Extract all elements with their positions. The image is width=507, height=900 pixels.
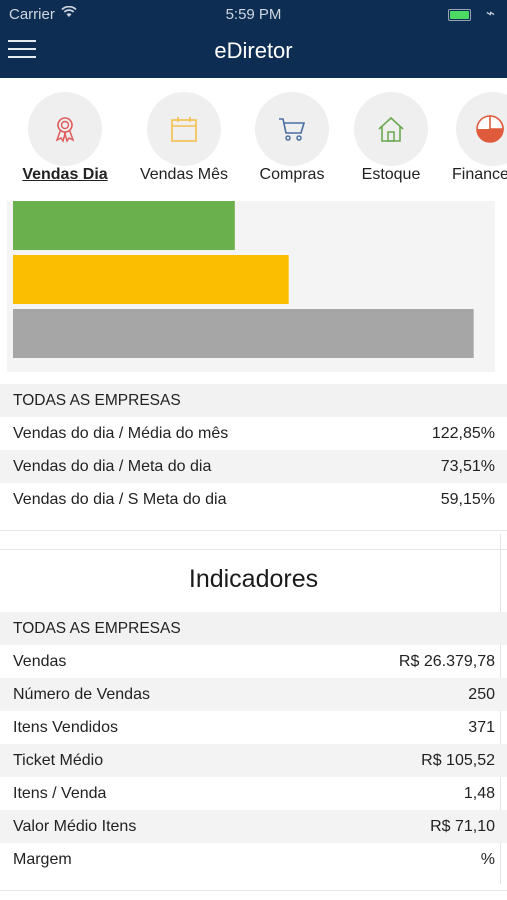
award-ribbon-icon xyxy=(55,117,75,143)
status-time: 5:59 PM xyxy=(225,6,282,23)
row-value: 1,48 xyxy=(463,785,495,802)
row-value: % xyxy=(480,851,495,868)
row-value: 122,85% xyxy=(431,425,495,442)
app-title: eDiretor xyxy=(214,38,293,63)
indicator-row: Número de Vendas 250 xyxy=(0,678,507,711)
chart-bar xyxy=(13,309,474,358)
category-icon-circle xyxy=(255,92,329,166)
row-label: Vendas do dia / S Meta do dia xyxy=(13,491,227,508)
carrier-label: Carrier xyxy=(9,6,55,23)
category-financeiro[interactable]: Finance xyxy=(438,92,507,184)
section-divider xyxy=(0,890,507,891)
summary-row: Vendas do dia / S Meta do dia 59,15% xyxy=(0,483,507,516)
hamburger-menu-icon[interactable] xyxy=(8,40,36,60)
row-label: Vendas do dia / Meta do dia xyxy=(13,458,212,475)
indicator-row: Vendas R$ 26.379,78 xyxy=(0,645,507,678)
indicator-row: Margem % xyxy=(0,843,507,876)
shopping-cart-icon xyxy=(279,118,306,141)
category-vendas-dia[interactable]: Vendas Dia xyxy=(10,92,120,184)
section-divider xyxy=(0,530,507,531)
charging-icon: ⌁ xyxy=(485,5,495,22)
indicator-row: Ticket Médio R$ 105,52 xyxy=(0,744,507,777)
row-value: R$ 26.379,78 xyxy=(398,653,495,670)
row-label: Itens / Venda xyxy=(13,785,107,802)
indicators-title: Indicadores xyxy=(188,565,319,593)
row-label: Valor Médio Itens xyxy=(13,818,137,835)
status-bar: Carrier 5:59 PM ⌁ xyxy=(0,0,507,28)
row-label: Vendas do dia / Média do mês xyxy=(13,425,229,442)
row-label: Vendas xyxy=(13,653,67,670)
daily-sales-chart xyxy=(13,201,474,358)
top-bar: Carrier 5:59 PM ⌁ eDiretor xyxy=(0,0,507,78)
wifi-icon xyxy=(61,6,77,17)
category-compras[interactable]: Compras xyxy=(237,92,347,184)
category-icon-circle xyxy=(456,92,507,166)
pie-chart-icon xyxy=(476,115,504,143)
row-label: Margem xyxy=(13,851,72,868)
chart-panel xyxy=(7,201,495,372)
category-icon-circle xyxy=(147,92,221,166)
calendar-icon xyxy=(171,117,197,142)
indicator-row: Valor Médio Itens R$ 71,10 xyxy=(0,810,507,843)
category-label: Estoque xyxy=(361,166,421,183)
section-divider xyxy=(0,549,507,550)
chart-bar xyxy=(13,255,289,304)
home-icon xyxy=(378,116,404,142)
summary-row: Vendas do dia / Meta do dia 73,51% xyxy=(0,450,507,483)
indicator-row: Itens / Venda 1,48 xyxy=(0,777,507,810)
chart-bar xyxy=(13,201,235,250)
category-label: Finance xyxy=(452,166,507,183)
row-value: 73,51% xyxy=(440,458,495,475)
indicators-header: TODAS AS EMPRESAS xyxy=(0,612,507,645)
category-icon-circle xyxy=(354,92,428,166)
row-value: R$ 71,10 xyxy=(430,818,495,835)
row-label: Número de Vendas xyxy=(13,686,150,703)
category-label: Vendas Mês xyxy=(139,166,229,183)
category-vendas-mes[interactable]: Vendas Mês xyxy=(129,92,239,184)
battery-icon xyxy=(448,9,471,21)
category-label: Compras xyxy=(259,166,325,183)
row-value: R$ 105,52 xyxy=(421,752,495,769)
row-label: Itens Vendidos xyxy=(13,719,118,736)
indicator-row: Itens Vendidos 371 xyxy=(0,711,507,744)
row-value: 250 xyxy=(468,686,495,703)
category-icon-circle xyxy=(28,92,102,166)
category-estoque[interactable]: Estoque xyxy=(336,92,446,184)
row-value: 59,15% xyxy=(440,491,495,508)
row-value: 371 xyxy=(468,719,495,736)
row-label: Ticket Médio xyxy=(13,752,104,769)
summary-row: Vendas do dia / Média do mês 122,85% xyxy=(0,417,507,450)
summary-header: TODAS AS EMPRESAS xyxy=(0,384,507,417)
category-label: Vendas Dia xyxy=(22,166,108,183)
